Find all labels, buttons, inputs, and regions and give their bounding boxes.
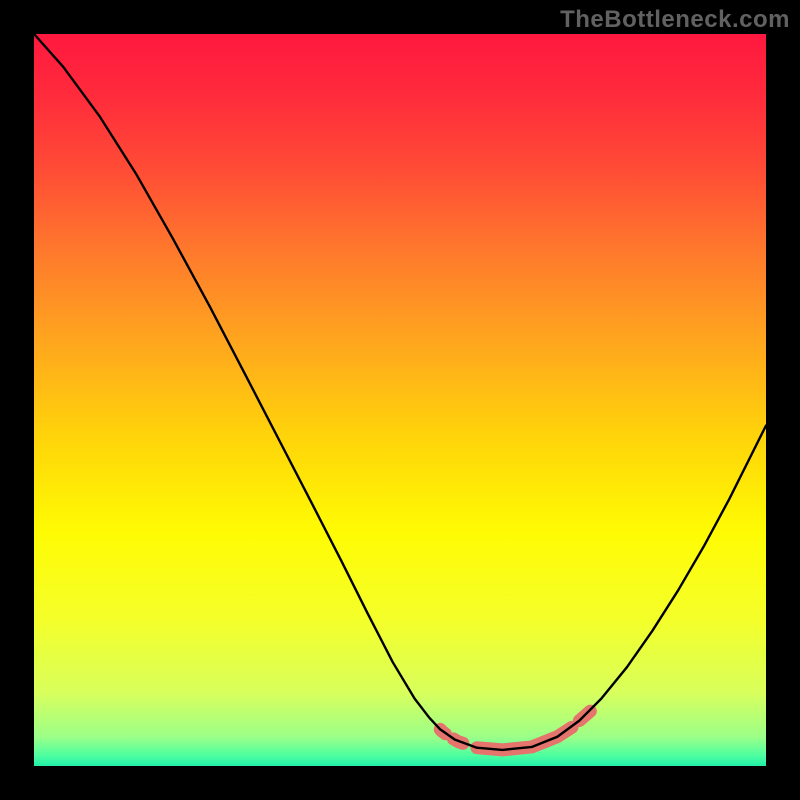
highlight-segment bbox=[477, 727, 572, 750]
plot-area bbox=[34, 34, 766, 766]
bottleneck-curve bbox=[34, 34, 766, 750]
chart-stage: TheBottleneck.com bbox=[0, 0, 800, 800]
source-label: TheBottleneck.com bbox=[560, 6, 790, 34]
curve-layer bbox=[34, 34, 766, 766]
